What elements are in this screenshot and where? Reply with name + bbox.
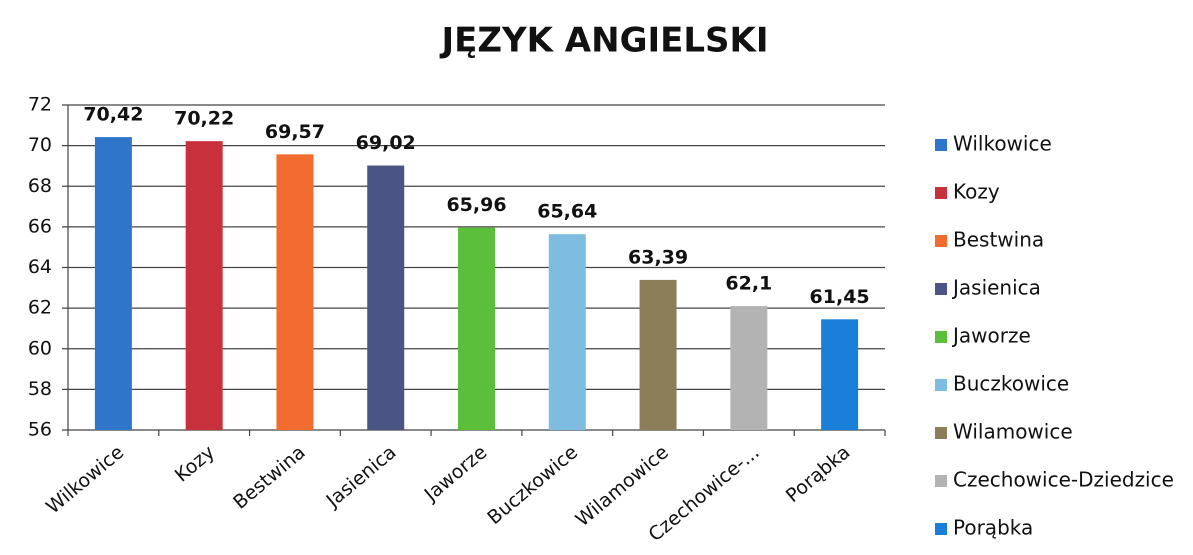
- value-label: 65,96: [446, 194, 506, 216]
- legend-swatch: [935, 235, 947, 247]
- bar: [276, 154, 314, 430]
- value-label: 62,1: [725, 273, 772, 295]
- legend-label: Kozy: [953, 180, 1000, 204]
- y-tick-label: 70: [28, 134, 52, 156]
- y-tick-label: 62: [28, 297, 52, 319]
- y-tick-label: 68: [28, 175, 52, 197]
- value-label: 63,39: [628, 246, 688, 268]
- bar: [730, 306, 768, 430]
- y-tick-label: 56: [28, 419, 52, 441]
- value-label: 61,45: [810, 286, 870, 308]
- legend-swatch: [935, 139, 947, 151]
- bar: [185, 141, 223, 430]
- x-tick-label: Jasienica: [322, 441, 401, 512]
- legend-label: Wilamowice: [953, 420, 1073, 444]
- value-label: 70,22: [174, 108, 234, 130]
- legend-label: Porąbka: [953, 516, 1033, 540]
- bar: [639, 279, 677, 430]
- legend-swatch: [935, 427, 947, 439]
- value-label: 70,42: [83, 104, 143, 126]
- y-tick-label: 72: [28, 94, 52, 116]
- y-tick-label: 66: [28, 215, 52, 237]
- bar: [94, 137, 132, 430]
- legend-swatch: [935, 331, 947, 343]
- legend-swatch: [935, 187, 947, 199]
- value-label: 69,02: [356, 132, 416, 154]
- value-label: 65,64: [537, 201, 597, 223]
- bar: [821, 319, 859, 430]
- bar: [367, 165, 405, 430]
- legend-swatch: [935, 379, 947, 391]
- bar: [548, 234, 586, 430]
- legend-label: Jasienica: [951, 276, 1041, 300]
- y-tick-label: 64: [28, 256, 52, 278]
- bar: [458, 227, 495, 430]
- legend-label: Jaworze: [951, 324, 1031, 348]
- legend-label: Bestwina: [953, 228, 1044, 252]
- y-tick-label: 58: [28, 378, 52, 400]
- legend-swatch: [935, 523, 947, 535]
- legend-label: Wilkowice: [953, 132, 1052, 156]
- value-label: 69,57: [265, 121, 325, 143]
- x-tick-label: Kozy: [171, 441, 219, 486]
- y-tick-label: 60: [28, 337, 52, 359]
- x-tick-label: Porąbka: [782, 441, 855, 507]
- x-tick-label: Jaworze: [420, 441, 492, 506]
- legend-label: Czechowice-Dziedzice: [953, 468, 1174, 492]
- legend-swatch: [935, 475, 947, 487]
- legend-label: Buczkowice: [953, 372, 1069, 396]
- chart-title: JĘZYK ANGIELSKI: [439, 21, 768, 61]
- legend-swatch: [935, 283, 947, 295]
- x-tick-label: Buczkowice: [483, 441, 582, 529]
- x-tick-label: Bestwina: [229, 441, 309, 514]
- x-tick-label: Wilkowice: [42, 441, 128, 518]
